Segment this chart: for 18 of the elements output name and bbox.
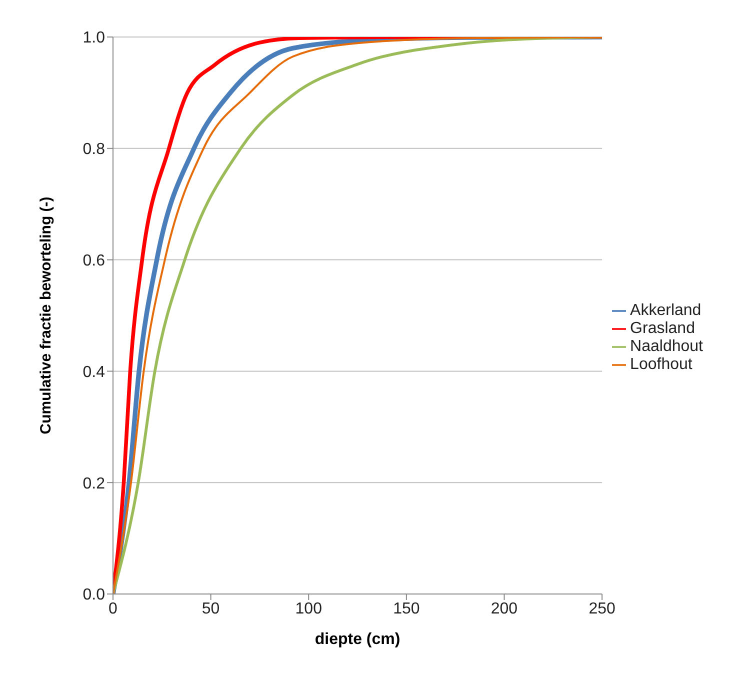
legend-label: Grasland	[630, 320, 695, 337]
x-tick-label: 100	[295, 600, 322, 618]
y-tick-label: 1.0	[82, 30, 106, 47]
x-tick-label: 250	[588, 600, 616, 618]
y-tick-label: 0.4	[82, 364, 106, 381]
y-tick-label: 0.8	[82, 141, 106, 158]
y-axis-title: Cumulative fractie beworteling (-)	[37, 196, 54, 434]
y-tick-label: 0.0	[82, 586, 106, 604]
legend-label: Loofhout	[630, 356, 692, 373]
y-tick-label: 0.2	[82, 475, 106, 492]
x-axis-title: diepte (cm)	[314, 631, 400, 648]
x-tick-label: 50	[202, 600, 220, 618]
x-tick-label: 200	[490, 600, 518, 618]
x-tick-label: 0	[108, 600, 118, 618]
x-tick-label: 150	[393, 600, 420, 618]
legend-label: Akkerland	[630, 302, 702, 319]
legend-label: Naaldhout	[630, 338, 703, 355]
y-tick-label: 0.6	[82, 252, 106, 270]
